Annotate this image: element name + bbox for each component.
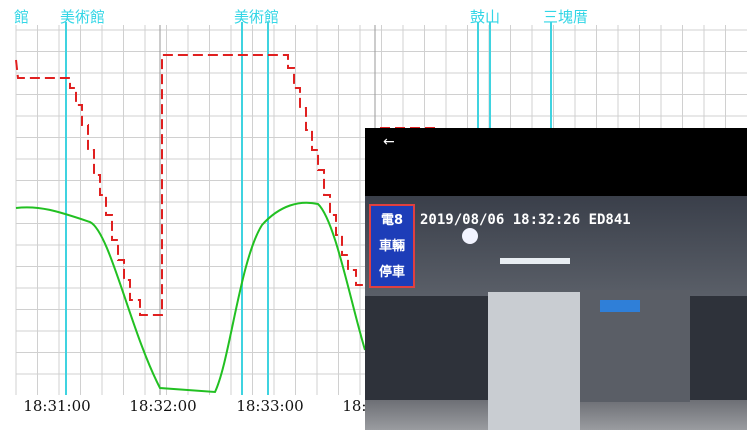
light-sign bbox=[600, 300, 640, 312]
station-label: 館 bbox=[14, 8, 29, 26]
lamp bbox=[462, 228, 478, 244]
position-line bbox=[16, 203, 365, 392]
screen: 館 美術館 美術館 鼓山 三塊厝 18:31:00 18:32:00 18:33… bbox=[0, 0, 747, 430]
station-label: 美術館 bbox=[234, 8, 279, 26]
back-button[interactable]: ← bbox=[383, 134, 395, 150]
ceiling-light bbox=[500, 258, 570, 264]
time-label: 18:31:00 bbox=[23, 397, 90, 415]
sign-text: 停車 bbox=[379, 264, 405, 280]
timestamp: 2019/08/06 18:32:26 ED841 bbox=[420, 212, 631, 228]
video-overlay: ← 電8 車輛 停車 2019/08/06 18:32:26 ED841 bbox=[365, 128, 747, 430]
sign-text: 車輛 bbox=[379, 238, 405, 254]
station-label: 鼓山 bbox=[470, 8, 500, 26]
time-label: 18:33:00 bbox=[236, 397, 303, 415]
station-label: 美術館 bbox=[60, 8, 105, 26]
pillar bbox=[488, 292, 580, 430]
sign-text: 電8 bbox=[381, 213, 403, 228]
ceiling bbox=[365, 196, 747, 296]
time-label: 18:32:00 bbox=[129, 397, 196, 415]
station-label: 三塊厝 bbox=[543, 8, 588, 26]
